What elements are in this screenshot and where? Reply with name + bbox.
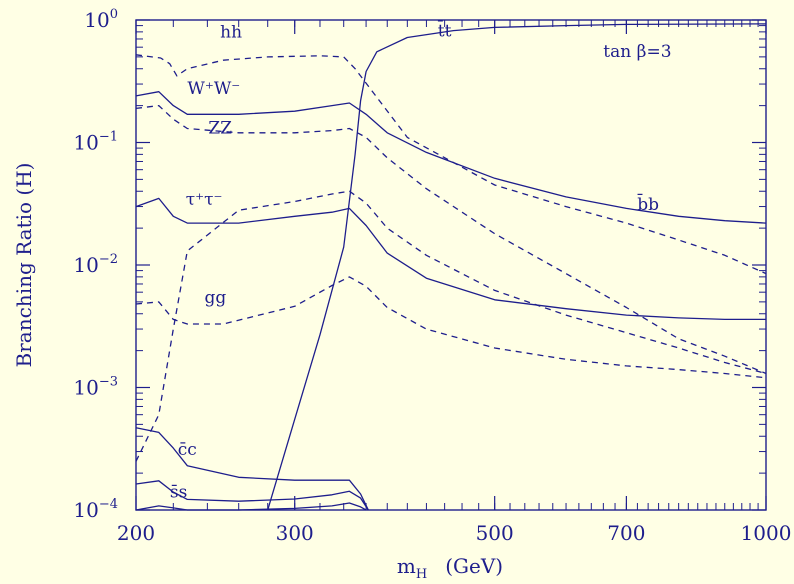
series-label-6: b̄b [637, 193, 659, 216]
x-tick-label: 200 [117, 521, 155, 545]
y-tick-label: 10−4 [73, 497, 118, 522]
series-line-7 [267, 23, 767, 511]
series-line-1 [135, 54, 767, 275]
y-tick-label: 10−3 [73, 375, 118, 400]
series-label-3: ZZ [208, 119, 232, 139]
series-label-4: τ⁺τ⁻ [186, 190, 223, 210]
series-line-9 [135, 480, 369, 511]
x-axis-title-unit: (GeV) [445, 554, 503, 578]
series-line-3 [135, 104, 767, 375]
series-label-5: gg [205, 288, 227, 308]
series-label-7: t̄t [438, 19, 452, 42]
series-line-8 [135, 427, 369, 511]
x-axis-title-sub: H [416, 567, 427, 582]
axis-ticks: 200 300 500 700 1000 100 10−1 10−2 10−3 10−4 [73, 7, 791, 545]
series-label-1: hh [220, 22, 242, 42]
series-line-2 [135, 91, 767, 224]
y-tick-label: 100 [84, 7, 118, 32]
series-line-5 [135, 276, 767, 379]
series-line-6 [135, 190, 767, 462]
y-axis-title: Branching Ratio (H) [12, 163, 36, 368]
series-label-2: W⁺W⁻ [187, 79, 240, 99]
x-tick-label: 1000 [741, 521, 792, 545]
y-tick-label: 10−2 [73, 252, 118, 277]
x-tick-label: 700 [607, 521, 645, 545]
x-tick-label: 500 [476, 521, 514, 545]
x-axis-title: mH (GeV) [397, 554, 503, 582]
series-layer [135, 23, 767, 511]
x-axis-title-main: m [397, 554, 416, 578]
series-line-10 [135, 502, 367, 511]
series-label-8: c̄c [178, 440, 197, 460]
series-label-9: s̄s [170, 482, 187, 502]
series-line-4 [135, 197, 766, 321]
labels-layer: hh W⁺W⁻ ZZ τ⁺τ⁻ gg b̄b t̄t c̄c s̄s [170, 19, 659, 502]
annotation-tan-beta: tan β=3 [603, 42, 671, 62]
x-tick-label: 300 [276, 521, 314, 545]
y-tick-label: 10−1 [73, 130, 118, 155]
